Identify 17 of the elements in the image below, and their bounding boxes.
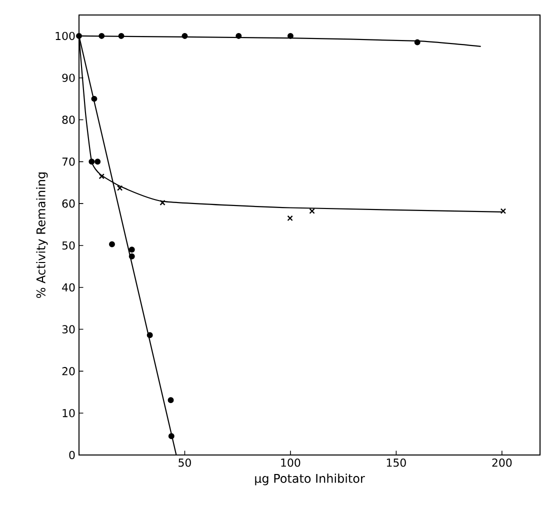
x-tick-label: 150: [386, 458, 406, 467]
x-tick-label: 100: [281, 458, 300, 467]
y-tick-label: 60: [62, 199, 75, 208]
x-tick-label: 200: [492, 458, 512, 467]
x-tick-label: 50: [178, 458, 191, 467]
y-tick-label: 90: [62, 74, 75, 82]
y-tick-label: 70: [62, 158, 75, 166]
y-tick-label: 20: [62, 367, 75, 376]
y-tick-label: 50: [62, 241, 75, 250]
y-tick-label: 10: [62, 408, 75, 418]
x-axis-title: µg Potato Inhibitor: [255, 474, 365, 486]
y-tick-label: 0: [69, 450, 75, 460]
y-tick-label: 100: [56, 32, 75, 40]
y-tick-label: 80: [62, 116, 75, 124]
y-tick-label: 30: [62, 325, 75, 334]
y-tick-label: 40: [62, 283, 75, 292]
y-axis-title: % Activity Remaining: [36, 172, 48, 298]
